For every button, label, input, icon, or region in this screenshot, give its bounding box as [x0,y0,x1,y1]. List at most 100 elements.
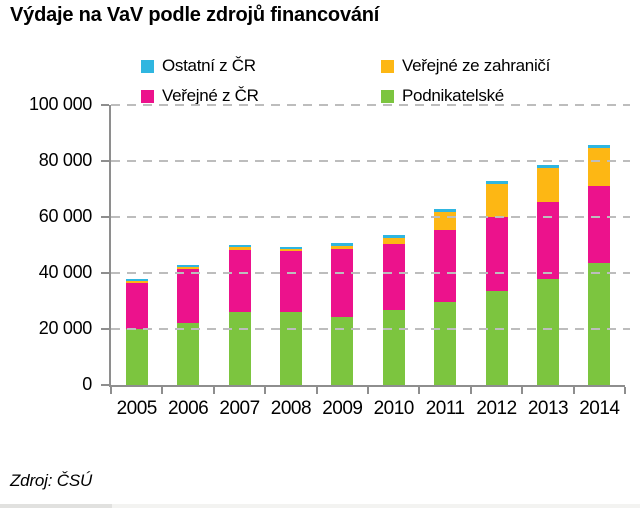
bar-segment-podnikatelske-2007 [228,312,251,385]
bar-segment-ostatni-z-cr-2008 [279,247,302,249]
bar-segment-verejne-z-cr-2005 [125,283,148,329]
x-tick-1 [161,387,163,394]
legend-item-ostatni-z-cr: Ostatní z ČR [141,56,381,76]
x-tick-label-2014: 2014 [579,398,620,419]
bar-segment-verejne-ze-zahranici-2012 [485,184,508,217]
bar-segment-verejne-z-cr-2012 [485,217,508,291]
bar-segment-verejne-z-cr-2007 [228,250,251,312]
bar-slot-2012 [471,105,522,385]
bar-slot-2013 [522,105,573,385]
bar-segment-verejne-z-cr-2014 [588,186,611,263]
bar-segment-ostatni-z-cr-2006 [177,265,200,267]
bar-slots [111,105,625,385]
x-tick-label-2011: 2011 [425,398,465,419]
x-tick-6 [418,387,420,394]
y-tick-20000 [101,328,109,330]
bar-slot-2010 [368,105,419,385]
bar-segment-verejne-ze-zahranici-2006 [177,267,200,269]
y-tick-label-80000: 80 000 [38,150,93,170]
bar-segment-ostatni-z-cr-2014 [588,145,611,148]
bar-segment-verejne-ze-zahranici-2010 [382,238,405,244]
y-tick-60000 [101,216,109,218]
legend-swatch-podnikatelske [381,89,394,103]
bar-segment-verejne-z-cr-2013 [536,202,559,279]
x-tick-7 [470,387,472,394]
x-tick-label-2008: 2008 [270,398,312,419]
bar-slot-2009 [317,105,368,385]
bar-segment-verejne-ze-zahranici-2008 [279,249,302,251]
x-tick-label-2009: 2009 [322,398,363,419]
bar-segment-podnikatelske-2005 [125,329,148,385]
bar-segment-ostatni-z-cr-2010 [382,235,405,238]
legend-item-verejne-z-cr: Veřejné z ČR [141,86,381,106]
chart-title: Výdaje na VaV podle zdrojů financování [10,4,380,26]
bar-segment-verejne-z-cr-2010 [382,244,405,310]
bar-segment-verejne-ze-zahranici-2014 [588,148,611,186]
legend-label-verejne-ze-zahranici: Veřejné ze zahraničí [402,56,551,75]
footer-strip [0,504,640,508]
y-tick-40000 [101,272,109,274]
bar-segment-podnikatelske-2013 [536,279,559,385]
bar-segment-podnikatelske-2009 [331,317,354,385]
bar-2009 [331,243,354,385]
bar-segment-ostatni-z-cr-2005 [125,279,148,281]
bar-segment-podnikatelske-2012 [485,291,508,385]
bar-slot-2008 [265,105,316,385]
footer-strip-left [0,504,112,508]
bar-segment-podnikatelske-2008 [279,312,302,385]
x-tick-label-2013: 2013 [527,398,569,419]
y-tick-label-40000: 40 000 [38,262,93,282]
legend-swatch-verejne-ze-zahranici [381,59,394,73]
x-tick-0 [110,387,112,394]
bar-segment-verejne-ze-zahranici-2007 [228,247,251,250]
gridline-40000 [111,272,631,274]
y-tick-100000 [101,104,109,106]
legend: Ostatní z ČR Veřejné ze zahraničí Veřejné … [141,56,550,106]
x-tick-label-2007: 2007 [219,398,260,419]
legend-swatch-verejne-z-cr [141,89,154,103]
bar-2014 [588,145,611,385]
x-tick-10 [624,387,626,394]
x-axis-labels: 2005 2006 2007 2008 2009 2010 2011 2012 2013 2014 [111,398,625,420]
bar-segment-ostatni-z-cr-2011 [434,209,457,212]
legend-item-verejne-ze-zahranici: Veřejné ze zahraničí [381,56,550,76]
x-tick-label-2012: 2012 [476,398,517,419]
y-tick-80000 [101,160,109,162]
y-tick-label-0: 0 [82,374,92,394]
source-note: Zdroj: ČSÚ [10,471,93,490]
bar-segment-verejne-z-cr-2008 [279,251,302,312]
x-tick-8 [521,387,523,394]
bar-segment-podnikatelske-2006 [177,323,200,385]
bar-segment-verejne-ze-zahranici-2005 [125,281,148,283]
x-tick-4 [316,387,318,394]
x-tick-label-2010: 2010 [373,398,415,419]
y-tick-0 [101,384,109,386]
gridline-20000 [111,328,631,330]
bar-segment-podnikatelske-2011 [434,302,457,385]
x-tick-2 [213,387,215,394]
bar-segment-podnikatelske-2014 [588,263,611,385]
bar-2011 [434,209,457,385]
bar-slot-2006 [162,105,213,385]
legend-label-ostatni-z-cr: Ostatní z ČR [162,56,256,75]
bar-2010 [382,235,405,385]
x-tick-label-2005: 2005 [116,398,158,419]
gridline-80000 [111,160,631,162]
legend-label-verejne-z-cr: Veřejné z ČR [162,86,259,105]
bar-segment-ostatni-z-cr-2007 [228,245,251,247]
bar-slot-2005 [111,105,162,385]
legend-item-podnikatelske: Podnikatelské [381,86,550,106]
bar-2008 [279,247,302,385]
bar-2006 [177,265,200,385]
bar-2013 [536,165,559,385]
gridline-100000 [111,104,631,106]
bar-2005 [125,279,148,385]
gridline-60000 [111,216,631,218]
y-tick-label-100000: 100 000 [29,94,92,114]
x-tick-5 [367,387,369,394]
x-tick-9 [573,387,575,394]
bar-2012 [485,181,508,385]
legend-swatch-ostatni-z-cr [141,59,154,73]
bar-slot-2007 [214,105,265,385]
bar-2007 [228,245,251,385]
